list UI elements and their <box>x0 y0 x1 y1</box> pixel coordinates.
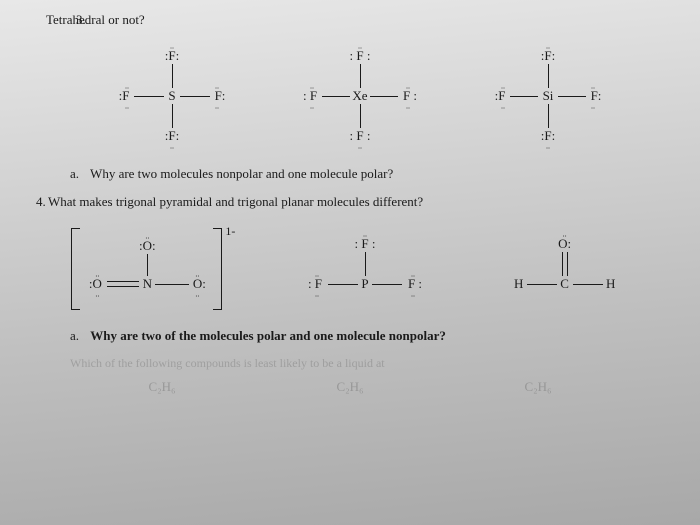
bracket-right <box>213 228 222 310</box>
dots: .. <box>363 230 367 239</box>
bond <box>328 284 358 285</box>
dots: .. <box>195 290 199 299</box>
dots: .. <box>406 102 410 111</box>
bond <box>365 252 366 276</box>
q4-sub-text: Why are two of the molecules polar and o… <box>90 328 446 343</box>
dots: .. <box>411 270 415 279</box>
dots: .. <box>125 82 129 91</box>
bond <box>134 96 164 97</box>
molecule-h2co: C O: .. H H <box>485 224 645 314</box>
q4-sub: a. Why are two of the molecules polar an… <box>70 328 672 344</box>
molecule-sif4: Si :F: .. :F: .. :F .. .. F: .. .. <box>478 42 618 150</box>
atom-center: Si <box>543 88 554 104</box>
dots: .. <box>501 102 505 111</box>
dots: .. <box>95 270 99 279</box>
bracket-left <box>71 228 80 310</box>
atom-center: N <box>143 276 152 292</box>
bond <box>172 104 173 128</box>
dots: .. <box>95 290 99 299</box>
atom-right: H <box>606 276 615 292</box>
bond <box>147 254 148 276</box>
faded-item: C₂H₆ <box>148 379 175 395</box>
bond <box>322 96 350 97</box>
bond <box>370 96 398 97</box>
faded-question: Which of the following compounds is leas… <box>70 356 672 371</box>
charge-label: 1- <box>225 224 235 239</box>
atom-center: P <box>361 276 368 292</box>
dots: .. <box>215 82 219 91</box>
molecule-nitrate: 1- N :O: .. :O .. .. O: .. .. <box>55 224 245 314</box>
dots: .. <box>195 270 199 279</box>
q3-number: 3. <box>76 12 86 28</box>
bond <box>372 284 402 285</box>
bond <box>567 252 568 276</box>
molecule-pf3: P : F : .. : F .. .. F : .. .. <box>280 224 450 314</box>
atom-center: Xe <box>352 88 367 104</box>
dots: .. <box>215 102 219 111</box>
bond <box>107 286 139 287</box>
dots: .. <box>411 290 415 299</box>
bond <box>558 96 586 97</box>
q3-sub-label: a. <box>70 166 79 181</box>
q4-number: 4. <box>36 194 46 210</box>
dots: .. <box>406 82 410 91</box>
q4-sub-label: a. <box>70 328 79 343</box>
bond <box>360 104 361 128</box>
q3-sub: a. Why are two molecules nonpolar and on… <box>70 166 672 182</box>
dots: .. <box>170 142 174 151</box>
question-3: 3. Tetrahedral or not? S :F: .. :F: .. :… <box>48 12 672 182</box>
q4-title: What makes trigonal pyramidal and trigon… <box>48 194 672 210</box>
dots: .. <box>170 42 174 51</box>
question-4: 4. What makes trigonal pyramidal and tri… <box>28 194 672 395</box>
dots: .. <box>546 142 550 151</box>
bond <box>510 96 538 97</box>
bond <box>562 252 563 276</box>
dots: .. <box>546 42 550 51</box>
bond <box>527 284 557 285</box>
molecule-xef4: Xe : F : .. : F : .. : F .. .. F : .. .. <box>290 42 430 150</box>
dots: .. <box>145 232 149 241</box>
atom-left: H <box>514 276 523 292</box>
dots: .. <box>315 290 319 299</box>
dots: .. <box>315 270 319 279</box>
bond <box>107 281 139 282</box>
dots: .. <box>501 82 505 91</box>
bond <box>360 64 361 88</box>
q3-sub-text: Why are two molecules nonpolar and one m… <box>90 166 393 181</box>
faded-item: C₂H₆ <box>336 379 363 395</box>
faded-item: C₂H₆ <box>524 379 551 395</box>
bond <box>548 64 549 88</box>
dots: .. <box>310 102 314 111</box>
molecule-sf4: S :F: .. :F: .. :F .. .. F: .. .. <box>102 42 242 150</box>
dots: .. <box>358 142 362 151</box>
dots: .. <box>125 102 129 111</box>
bond <box>155 284 189 285</box>
page-content: 3. Tetrahedral or not? S :F: .. :F: .. :… <box>0 0 700 415</box>
dots: .. <box>591 82 595 91</box>
bond <box>573 284 603 285</box>
bond <box>548 104 549 128</box>
q3-molecule-row: S :F: .. :F: .. :F .. .. F: .. .. Xe : F… <box>78 42 642 150</box>
dots: .. <box>310 82 314 91</box>
q4-molecule-row: 1- N :O: .. :O .. .. O: .. .. P : F : .. <box>38 224 662 314</box>
dots: .. <box>591 102 595 111</box>
faded-items: C₂H₆ C₂H₆ C₂H₆ <box>68 379 632 395</box>
atom-center: C <box>560 276 569 292</box>
dots: .. <box>358 42 362 51</box>
bond <box>180 96 210 97</box>
dots: .. <box>563 230 567 239</box>
atom-center: S <box>168 88 175 104</box>
bond <box>172 64 173 88</box>
q3-title: Tetrahedral or not? <box>46 12 672 28</box>
